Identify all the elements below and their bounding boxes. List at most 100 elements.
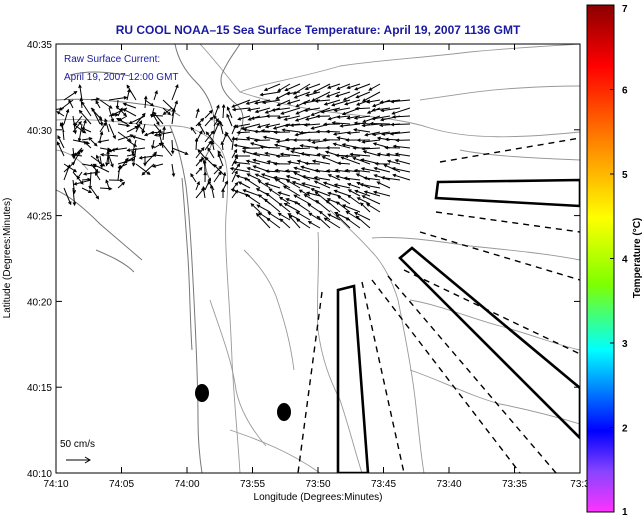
current-arrow bbox=[282, 185, 301, 197]
current-arrow bbox=[245, 159, 261, 165]
current-arrow bbox=[63, 108, 70, 125]
current-arrow bbox=[292, 138, 311, 142]
current-arrow bbox=[313, 180, 331, 189]
y-tick-label: 40:20 bbox=[27, 297, 52, 308]
current-arrow bbox=[226, 106, 233, 119]
current-arrow bbox=[152, 111, 164, 125]
current-arrow bbox=[274, 178, 291, 189]
current-arrow bbox=[295, 218, 311, 229]
current-arrow bbox=[149, 113, 164, 118]
current-arrow bbox=[265, 114, 281, 118]
legend-line1: Raw Surface Current: bbox=[64, 54, 160, 65]
current-arrow bbox=[353, 128, 371, 133]
current-arrow bbox=[126, 153, 136, 157]
current-arrow bbox=[293, 194, 311, 205]
current-arrow bbox=[213, 165, 223, 175]
current-arrow bbox=[97, 139, 110, 144]
x-tick-label: 73:55 bbox=[240, 479, 265, 490]
current-arrow bbox=[213, 163, 224, 175]
current-arrow bbox=[320, 107, 341, 114]
colorbar-tick-label: 7 bbox=[622, 4, 628, 15]
current-arrow bbox=[346, 182, 361, 189]
y-tick-label: 40:25 bbox=[27, 212, 52, 223]
current-arrow bbox=[353, 212, 371, 221]
current-arrow bbox=[316, 215, 331, 229]
current-arrow bbox=[336, 161, 351, 166]
y-axis: 40:35 40:30 40:25 40:20 40:15 40:10 bbox=[27, 40, 580, 480]
x-axis-label: Longitude (Degrees:Minutes) bbox=[254, 492, 383, 503]
current-arrow bbox=[279, 152, 301, 157]
current-arrow bbox=[117, 107, 127, 117]
current-arrow bbox=[99, 152, 119, 157]
current-arrow bbox=[265, 192, 281, 205]
current-arrow bbox=[345, 217, 361, 229]
current-arrow bbox=[151, 139, 155, 150]
current-arrow bbox=[257, 180, 271, 189]
current-arrow bbox=[354, 106, 371, 111]
current-arrow bbox=[288, 214, 301, 229]
current-arrow bbox=[331, 99, 351, 107]
x-tick-label: 73:35 bbox=[502, 479, 527, 490]
current-arrow bbox=[311, 159, 331, 165]
current-arrow bbox=[293, 201, 311, 213]
current-arrow bbox=[190, 173, 197, 183]
current-arrow bbox=[281, 128, 301, 133]
current-arrow bbox=[303, 123, 321, 127]
colorbar-label: Temperature (°C) bbox=[632, 218, 643, 299]
current-arrow bbox=[231, 181, 239, 191]
current-arrow bbox=[364, 131, 381, 137]
current-arrow bbox=[262, 135, 281, 141]
current-arrow bbox=[245, 136, 261, 141]
current-arrow bbox=[391, 167, 411, 173]
current-arrow bbox=[277, 83, 291, 92]
current-arrow bbox=[222, 171, 227, 183]
current-arrow bbox=[136, 123, 146, 133]
colorbar bbox=[586, 4, 615, 513]
current-arrow bbox=[73, 179, 92, 186]
current-arrow bbox=[68, 99, 74, 109]
current-arrow bbox=[171, 163, 176, 178]
current-arrow bbox=[151, 163, 164, 168]
current-arrow bbox=[283, 202, 301, 213]
current-arrow bbox=[295, 107, 311, 115]
current-arrow bbox=[170, 139, 175, 155]
current-arrow bbox=[225, 131, 233, 143]
current-arrow bbox=[231, 124, 237, 135]
current-arrow bbox=[81, 101, 92, 117]
lane-outlines bbox=[336, 178, 580, 473]
current-arrow bbox=[256, 204, 271, 213]
current-arrow bbox=[306, 138, 321, 143]
current-arrow bbox=[60, 121, 65, 141]
current-arrow bbox=[254, 99, 271, 105]
current-arrow bbox=[335, 201, 351, 213]
current-arrow bbox=[285, 174, 301, 181]
current-arrow bbox=[285, 91, 301, 96]
current-arrow bbox=[390, 122, 411, 127]
current-arrow bbox=[301, 182, 321, 189]
current-arrow bbox=[332, 131, 351, 136]
current-arrow bbox=[204, 109, 213, 119]
current-arrow bbox=[213, 121, 220, 135]
x-tick-label: 74:00 bbox=[174, 479, 199, 490]
current-arrow bbox=[243, 177, 261, 189]
current-arrow bbox=[303, 107, 321, 112]
current-arrow bbox=[325, 199, 341, 213]
current-arrow bbox=[277, 212, 291, 221]
current-arrow bbox=[354, 189, 371, 197]
current-arrow bbox=[226, 113, 233, 127]
current-arrow bbox=[392, 144, 411, 149]
current-arrow bbox=[390, 99, 411, 104]
current-arrow bbox=[391, 115, 411, 119]
current-arrow bbox=[63, 164, 71, 181]
current-arrow bbox=[285, 198, 301, 205]
current-arrow bbox=[355, 173, 371, 181]
current-arrow bbox=[158, 132, 164, 149]
current-arrow bbox=[244, 193, 261, 205]
current-arrow bbox=[372, 190, 391, 197]
current-arrow bbox=[117, 164, 122, 181]
current-arrow bbox=[301, 175, 321, 181]
current-arrow bbox=[312, 83, 331, 93]
current-arrow bbox=[153, 115, 160, 126]
current-arrow bbox=[347, 189, 361, 197]
current-arrow bbox=[141, 123, 146, 135]
